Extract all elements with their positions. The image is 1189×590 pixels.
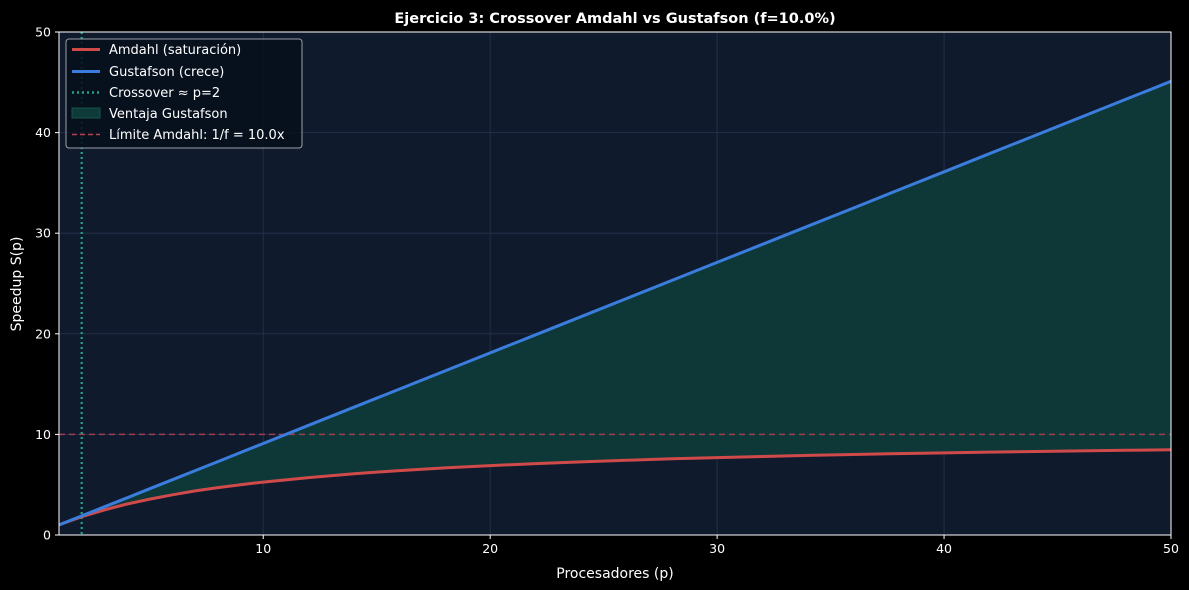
y-tick-label: 30: [35, 226, 51, 241]
y-axis-label: Speedup S(p): [9, 237, 25, 332]
legend-limit-label: Límite Amdahl: 1/f = 10.0x: [109, 128, 285, 143]
plot-frame: [58, 31, 1172, 536]
amdahl-line: [58, 448, 1172, 527]
x-tick-label: 10: [255, 541, 271, 556]
y-tick-label: 20: [35, 326, 51, 341]
y-tick-label: 50: [35, 25, 51, 40]
legend: Amdahl (saturación) Gustafson (crece) Cr…: [65, 38, 303, 149]
legend-box: [65, 38, 303, 149]
y-tick-label: 0: [43, 528, 51, 543]
y-tick-label: 40: [35, 125, 51, 140]
x-tick-label: 30: [709, 541, 725, 556]
legend-gustafson-label: Gustafson (crece): [109, 65, 224, 80]
gustafson-line: [58, 79, 1172, 527]
chart-title: Ejercicio 3: Crossover Amdahl vs Gustafs…: [394, 11, 835, 27]
legend-crossover-label: Crossover ≈ p=2: [109, 86, 220, 101]
ticks: 10 20 30 40 50 0 10 20 30 40 50: [35, 25, 1179, 557]
x-axis-label: Procesadores (p): [556, 566, 673, 582]
legend-fill-label: Ventaja Gustafson: [109, 107, 228, 122]
x-tick-label: 50: [1163, 541, 1179, 556]
legend-amdahl-label: Amdahl (saturación): [109, 43, 241, 58]
data-layer: [58, 32, 1172, 535]
y-tick-label: 10: [35, 427, 51, 442]
x-tick-label: 40: [936, 541, 952, 556]
legend-fill-swatch: [71, 107, 101, 119]
x-tick-label: 20: [482, 541, 498, 556]
